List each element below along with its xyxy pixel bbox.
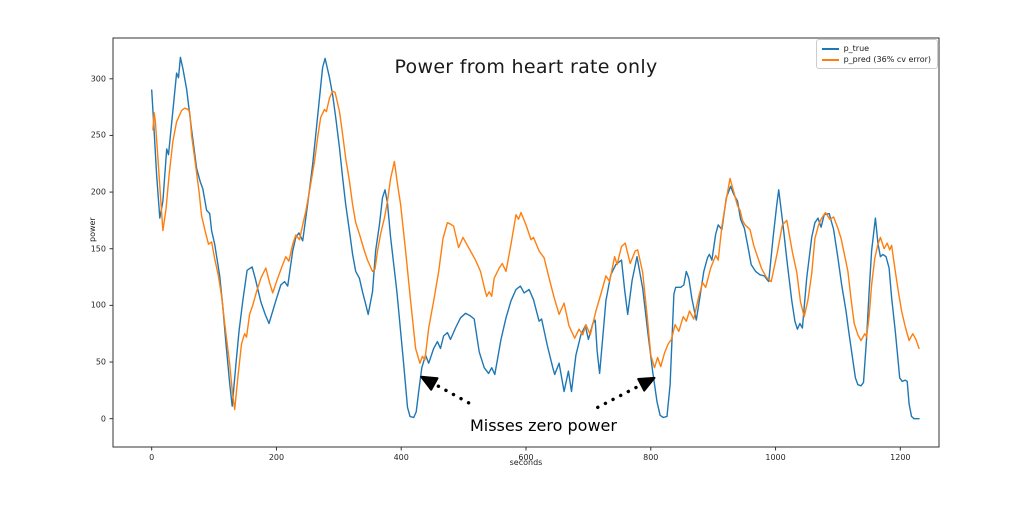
legend-line-swatch-orange bbox=[821, 58, 839, 61]
y-tick-label: 50 bbox=[95, 357, 106, 367]
annotation-misses-zero-power: Misses zero power bbox=[469, 416, 617, 436]
y-tick-label: 200 bbox=[90, 187, 106, 197]
x-tick-label: 600 bbox=[518, 453, 534, 462]
legend-label: p_pred (36% cv error) bbox=[843, 55, 931, 64]
annotation-arrow-shaft-1 bbox=[596, 384, 642, 410]
y-tick-label: 300 bbox=[90, 74, 106, 84]
annotation-arrow-shaft-0 bbox=[434, 383, 471, 405]
y-axis-label: power bbox=[88, 217, 97, 242]
x-tick-label: 400 bbox=[393, 453, 409, 462]
y-tick-label: 100 bbox=[90, 300, 106, 310]
y-tick-label: 250 bbox=[90, 130, 106, 140]
chart-title: Power from heart rate only bbox=[394, 56, 658, 78]
x-tick-label: 1000 bbox=[765, 453, 786, 462]
x-tick-label: 0 bbox=[149, 453, 155, 462]
y-tick-label: 150 bbox=[90, 244, 106, 254]
legend-label: p_true bbox=[843, 44, 870, 53]
annotation-arrowhead-1 bbox=[637, 376, 656, 392]
series-line-0 bbox=[150, 56, 920, 420]
x-axis-label: seconds bbox=[509, 458, 543, 467]
x-tick-label: 800 bbox=[643, 453, 659, 462]
y-tick-label: 0 bbox=[100, 414, 106, 424]
legend-item-p-pred: p_pred (36% cv error) bbox=[821, 54, 931, 65]
x-tick-label: 200 bbox=[268, 453, 285, 462]
legend: p_true p_pred (36% cv error) bbox=[815, 39, 938, 69]
series-line-1 bbox=[152, 90, 920, 411]
annotation-arrowhead-0 bbox=[420, 375, 439, 391]
x-tick-label: 1200 bbox=[890, 453, 911, 462]
legend-item-p-true: p_true bbox=[821, 43, 931, 54]
legend-line-swatch-blue bbox=[821, 47, 839, 50]
